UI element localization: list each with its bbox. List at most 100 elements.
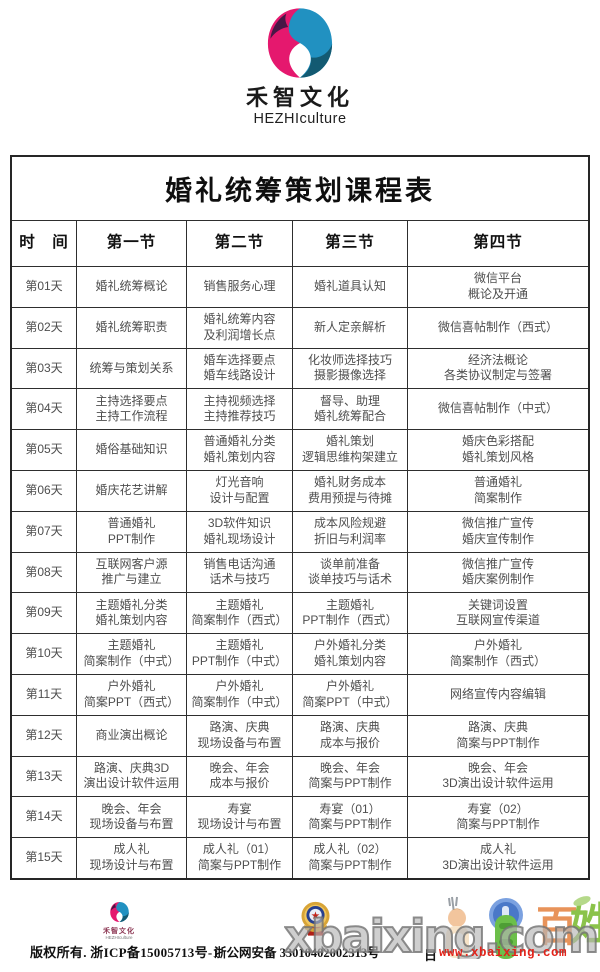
lesson-cell-1: 统筹与策划关系 (76, 348, 186, 389)
lesson-cell-2: 主题婚礼 简案制作（西式） (186, 593, 292, 634)
lesson-cell-3: 成本风险规避 折旧与利润率 (292, 511, 407, 552)
lesson-cell-2: 婚礼统筹内容 及利润增长点 (186, 307, 292, 348)
copyright-text: 版权所有. 浙ICP备15005713号-1 (30, 945, 220, 960)
table-row: 第04天 主持选择要点 主持工作流程 主持视频选择 主持推荐技巧 督导、助理 婚… (12, 388, 588, 430)
lesson-cell-1: 婚礼统筹概论 (76, 267, 186, 307)
table-row: 第06天 婚庆花艺讲解 灯光音响 设计与配置 婚礼财务成本 费用预提与待摊 普通… (12, 469, 588, 511)
brand-name-cn: 禾智文化 (245, 85, 354, 110)
lesson-cell-3: 晚会、年会 简案与PPT制作 (292, 756, 407, 797)
day-cell: 第13天 (25, 768, 63, 783)
hezhi-logo-icon (267, 8, 333, 78)
day-cell: 第08天 (25, 564, 63, 579)
day-cell: 第05天 (25, 442, 63, 457)
table-row: 第03天 统筹与策划关系 婚车选择要点 婚车线路设计 化妆师选择技巧 摄影摄像选… (12, 347, 588, 389)
table-row: 第08天 互联网客户源 推广与建立 销售电话沟通 话术与技巧 谈单前准备 谈单技… (12, 551, 588, 593)
lesson-cell-1: 互联网客户源 推广与建立 (76, 552, 186, 593)
lesson-cell-4: 普通婚礼 简案制作 (407, 470, 588, 511)
table-row: 第12天 商业演出概论 路演、庆典 现场设备与布置 路演、庆典 成本与报价 路演… (12, 714, 588, 756)
lesson-cell-3: 成人礼（02） 简案与PPT制作 (292, 838, 407, 878)
footer-mini-brand-cn: 禾智文化 (103, 928, 135, 935)
day-cell: 第14天 (25, 809, 63, 824)
lesson-cell-2: 寿宴 现场设计与布置 (186, 797, 292, 838)
lesson-cell-4: 微信平台 概论及开通 (407, 267, 588, 307)
table-row: 第10天 主题婚礼 简案制作（中式） 主题婚礼 PPT制作（中式） 户外婚礼分类… (12, 633, 588, 674)
lesson-cell-4: 关键词设置 互联网宣传渠道 (407, 593, 588, 634)
table-row: 第09天 主题婚礼分类 婚礼策划内容 主题婚礼 简案制作（西式） 主题婚礼 PP… (12, 592, 588, 634)
lesson-cell-4: 晚会、年会 3D演出设计软件运用 (407, 756, 588, 797)
table-row: 第01天 婚礼统筹概论 销售服务心理 婚礼道具认知 微信平台 概论及开通 (12, 266, 588, 307)
lesson-cell-3: 新人定亲解析 (292, 307, 407, 348)
lesson-cell-4: 户外婚礼 简案制作（西式） (407, 634, 588, 674)
footer-mini-brand-en: HEZHIculture (105, 935, 133, 940)
lesson-cell-3: 户外婚礼 简案PPT（中式） (292, 674, 407, 715)
day-cell: 第06天 (25, 483, 63, 498)
lesson-cell-2: 路演、庆典 现场设备与布置 (186, 715, 292, 756)
lesson-cell-4: 微信喜帖制作（中式） (407, 389, 588, 430)
brand-name-en: HEZHIculture (253, 111, 347, 128)
day-cell: 第11天 (25, 687, 63, 702)
table-row: 第11天 户外婚礼 简案PPT（西式） 户外婚礼 简案制作（中式） 户外婚礼 简… (12, 673, 588, 715)
lesson-cell-2: 成人礼（01） 简案与PPT制作 (186, 838, 292, 878)
lesson-cell-1: 成人礼 现场设计与布置 (76, 838, 186, 878)
svg-text:姓: 姓 (570, 900, 600, 949)
lesson-cell-4: 婚庆色彩搭配 婚礼策划风格 (407, 430, 588, 470)
lesson-cell-3: 主题婚礼 PPT制作（西式） (292, 593, 407, 634)
brand-header: 禾智文化 HEZHIculture (0, 0, 600, 127)
lesson-cell-3: 督导、助理 婚礼统筹配合 (292, 389, 407, 430)
table-row: 第14天 晚会、年会 现场设备与布置 寿宴 现场设计与布置 寿宴（01） 简案与… (12, 796, 588, 838)
watermark-url: www.xbaixing.com (439, 946, 568, 960)
lesson-cell-4: 网络宣传内容编辑 (407, 674, 588, 715)
lesson-cell-2: 主持视频选择 主持推荐技巧 (186, 389, 292, 430)
lesson-cell-1: 婚俗基础知识 (76, 430, 186, 470)
lesson-cell-4: 微信推广宣传 婚庆案例制作 (407, 552, 588, 593)
lesson-cell-2: 户外婚礼 简案制作（中式） (186, 674, 292, 715)
table-row: 第15天 成人礼 现场设计与布置 成人礼（01） 简案与PPT制作 成人礼（02… (12, 837, 588, 878)
lesson-cell-2: 3D软件知识 婚礼现场设计 (186, 511, 292, 552)
lesson-cell-3: 化妆师选择技巧 摄影摄像选择 (292, 348, 407, 389)
baixing-mascot-graphic: 百 姓 (446, 896, 600, 959)
day-cell: 第04天 (25, 401, 63, 416)
badge-star-glyph: ★ (311, 910, 321, 922)
day-cell: 第15天 (25, 850, 63, 865)
obscured-text-fragment: 日 (424, 948, 438, 963)
lesson-cell-3: 谈单前准备 谈单技巧与话术 (292, 552, 407, 593)
lesson-cell-1: 路演、庆典3D 演出设计软件运用 (76, 756, 186, 797)
hezhi-mini-logo-icon (109, 901, 129, 923)
lesson-cell-4: 路演、庆典 简案与PPT制作 (407, 715, 588, 756)
header-section-2: 第二节 (186, 221, 292, 266)
lesson-cell-1: 婚礼统筹职责 (76, 307, 186, 348)
table-header-row: 时 间 第一节 第二节 第三节 第四节 (12, 220, 588, 266)
day-cell: 第10天 (25, 646, 63, 661)
footer-mini-logo: 禾智文化 HEZHIculture (90, 901, 148, 940)
header-time: 时 间 (19, 234, 69, 252)
table-title: 婚礼统筹策划课程表 (165, 176, 435, 206)
day-cell: 第09天 (25, 605, 63, 620)
table-row: 第07天 普通婚礼 PPT制作 3D软件知识 婚礼现场设计 成本风险规避 折旧与… (12, 510, 588, 552)
lesson-cell-2: 销售电话沟通 话术与技巧 (186, 552, 292, 593)
day-cell: 第12天 (25, 727, 63, 742)
lesson-cell-2: 灯光音响 设计与配置 (186, 470, 292, 511)
table-row: 第13天 路演、庆典3D 演出设计软件运用 晚会、年会 成本与报价 晚会、年会 … (12, 755, 588, 797)
svg-text:百: 百 (536, 905, 578, 951)
lesson-cell-2: 婚车选择要点 婚车线路设计 (186, 348, 292, 389)
header-section-4: 第四节 (407, 221, 588, 266)
course-table: 婚礼统筹策划课程表 时 间 第一节 第二节 第三节 第四节 第01天 婚礼统筹概… (10, 155, 590, 880)
header-section-1: 第一节 (76, 221, 186, 266)
lesson-cell-3: 婚礼道具认知 (292, 267, 407, 307)
header-section-3: 第三节 (292, 221, 407, 266)
lesson-cell-3: 寿宴（01） 简案与PPT制作 (292, 797, 407, 838)
lesson-cell-1: 普通婚礼 PPT制作 (76, 511, 186, 552)
table-row: 第05天 婚俗基础知识 普通婚礼分类 婚礼策划内容 婚礼策划 逻辑思维构架建立 … (12, 429, 588, 470)
lesson-cell-1: 主题婚礼 简案制作（中式） (76, 634, 186, 674)
day-cell: 第01天 (25, 279, 63, 294)
lesson-cell-1: 主持选择要点 主持工作流程 (76, 389, 186, 430)
lesson-cell-3: 婚礼策划 逻辑思维构架建立 (292, 430, 407, 470)
lesson-cell-3: 路演、庆典 成本与报价 (292, 715, 407, 756)
lesson-cell-2: 晚会、年会 成本与报价 (186, 756, 292, 797)
lesson-cell-4: 经济法概论 各类协议制定与签署 (407, 348, 588, 389)
lesson-cell-2: 销售服务心理 (186, 267, 292, 307)
lesson-cell-4: 微信推广宣传 婚庆宣传制作 (407, 511, 588, 552)
police-registration-text: 浙公网安备 33010402002313号 (214, 946, 380, 960)
watermark-big-text: xbaixing.com (284, 914, 600, 959)
lesson-cell-1: 晚会、年会 现场设备与布置 (76, 797, 186, 838)
